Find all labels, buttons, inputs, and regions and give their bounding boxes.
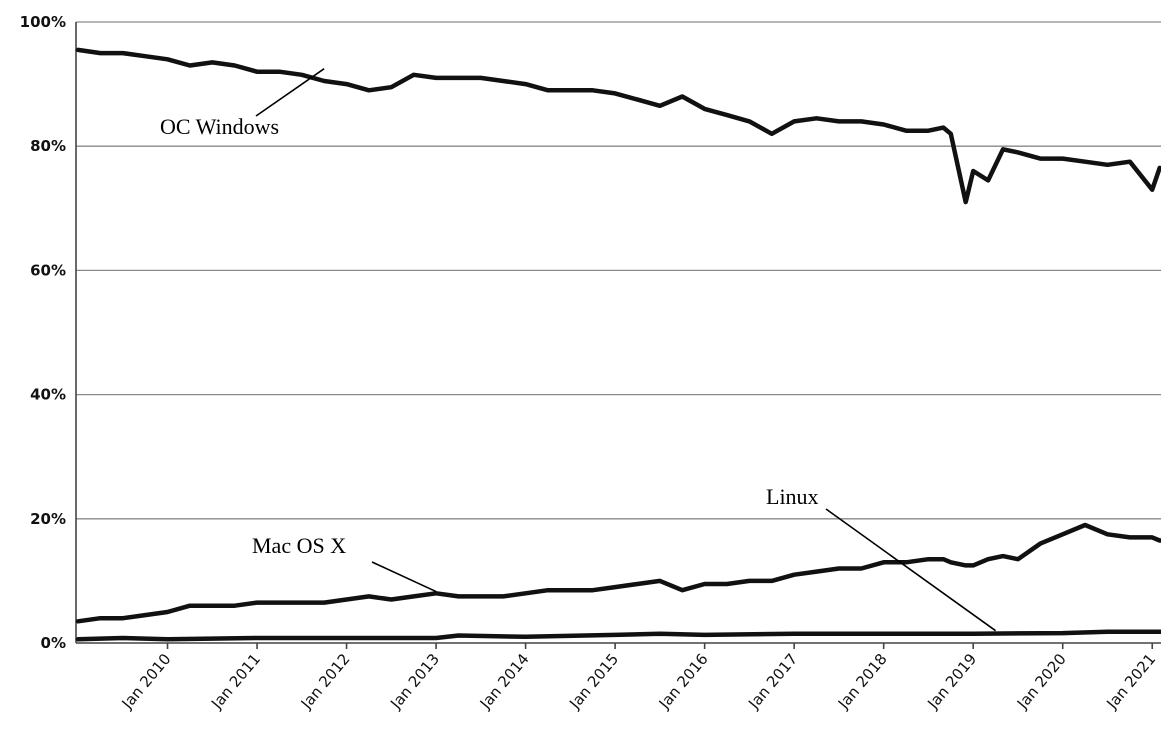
x-tick-label: Jan 2013 [386,650,443,713]
y-tick-label: 40% [30,386,66,404]
y-tick-label: 0% [41,634,66,652]
x-tick-label: Jan 2016 [655,650,712,713]
annotation-linux: Linux [766,484,819,509]
x-tick-label: Jan 2019 [923,650,980,713]
x-tick-label: Jan 2010 [118,650,175,713]
x-tick-label: Jan 2011 [207,650,264,713]
x-tick-label: Jan 2014 [476,650,533,713]
series-line-mac-os-x [75,522,1161,624]
annotation-leader-linux [825,508,997,632]
x-tick-label: Jan 2015 [565,650,622,713]
y-tick-label: 60% [30,261,66,279]
x-tick-label: Jan 2021 [1102,650,1159,713]
x-tick-label: Jan 2012 [297,650,354,713]
y-tick-label: 100% [20,13,66,31]
series-line-linux [75,629,1161,642]
annotation-leader-oc-windows [255,68,325,117]
annotations: OC Windows Mac OS X Linux [160,68,997,632]
x-tick-label: Jan 2017 [744,650,801,713]
annotation-leader-mac-os-x [371,561,437,593]
y-tick-label: 80% [30,137,66,155]
y-tick-label: 20% [30,510,66,528]
annotation-oc-windows: OC Windows [160,114,279,139]
x-tick-label: Jan 2020 [1013,650,1070,713]
series-lines [75,47,1161,642]
gridlines [75,21,1161,644]
series-line-oc-windows [75,47,1161,205]
y-axis-ticks: 0% 20% 40% 60% 80% 100% [20,13,66,652]
annotation-mac-os-x: Mac OS X [252,533,346,558]
x-tick-label: Jan 2018 [834,650,891,713]
x-axis-ticks: Jan 2010 Jan 2011 Jan 2012 Jan 2013 Jan 2014… [118,643,1159,713]
